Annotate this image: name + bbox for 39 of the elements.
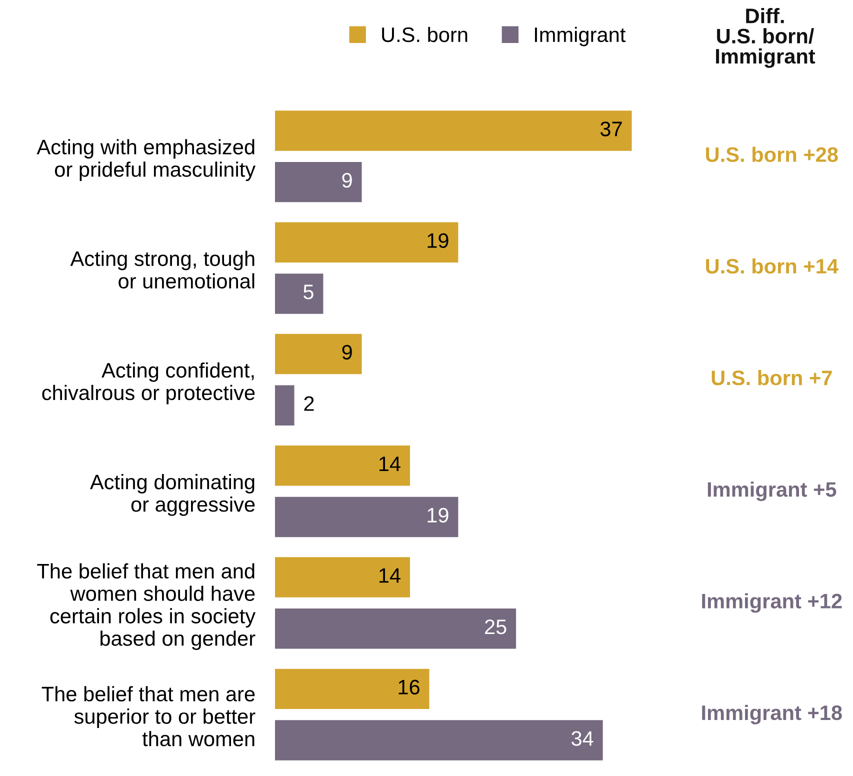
y-tick-label: Acting dominating or aggressive: [90, 474, 255, 516]
bar: [275, 274, 324, 314]
bar: [275, 720, 603, 760]
bar: [275, 334, 362, 374]
text: Immigrant +12: [702, 593, 842, 613]
text: U.S. born +7: [712, 370, 832, 386]
text: Diff. U.S. born/ Immigrant: [716, 8, 816, 68]
data-label: 14: [379, 456, 400, 472]
data-label: 37: [600, 122, 622, 136]
y-tick-label: Acting strong, tough or unemotional: [70, 250, 254, 289]
bar: [275, 496, 458, 538]
data-label: 19: [428, 508, 448, 523]
bar: [275, 110, 632, 151]
data-label: 5: [304, 284, 314, 300]
data-label: 25: [485, 619, 506, 634]
bar: [275, 222, 458, 262]
y-tick-label: Acting with emphasized or prideful masculinity: [36, 139, 256, 182]
data-label: 19: [428, 233, 448, 248]
y-tick-label: The belief that men are superior to or better than women: [42, 686, 256, 746]
bar: [275, 668, 430, 710]
y-tick-label: The belief that men and women should have certain roles in society based on gender: [37, 563, 256, 650]
bar: [275, 385, 294, 426]
bar: [275, 162, 362, 202]
data-label: 34: [572, 731, 594, 746]
data-label: 16: [398, 680, 420, 695]
data-label: 14: [379, 568, 400, 583]
text: U.S. born +28: [706, 146, 838, 162]
data-label: 9: [342, 344, 352, 360]
text: U.S. born +14: [706, 258, 838, 274]
bar: [275, 608, 516, 649]
text: Immigrant +18: [702, 704, 842, 724]
data-label: 2: [304, 396, 314, 411]
y-tick-label: Acting confident, chivalrous or protective: [42, 362, 255, 404]
text: Immigrant +5: [708, 482, 836, 502]
legend-label: U.S. born: [382, 26, 468, 42]
legend-label: Immigrant: [535, 26, 626, 46]
bar: [275, 557, 410, 598]
bar: [275, 446, 410, 486]
data-label: 9: [342, 172, 352, 188]
